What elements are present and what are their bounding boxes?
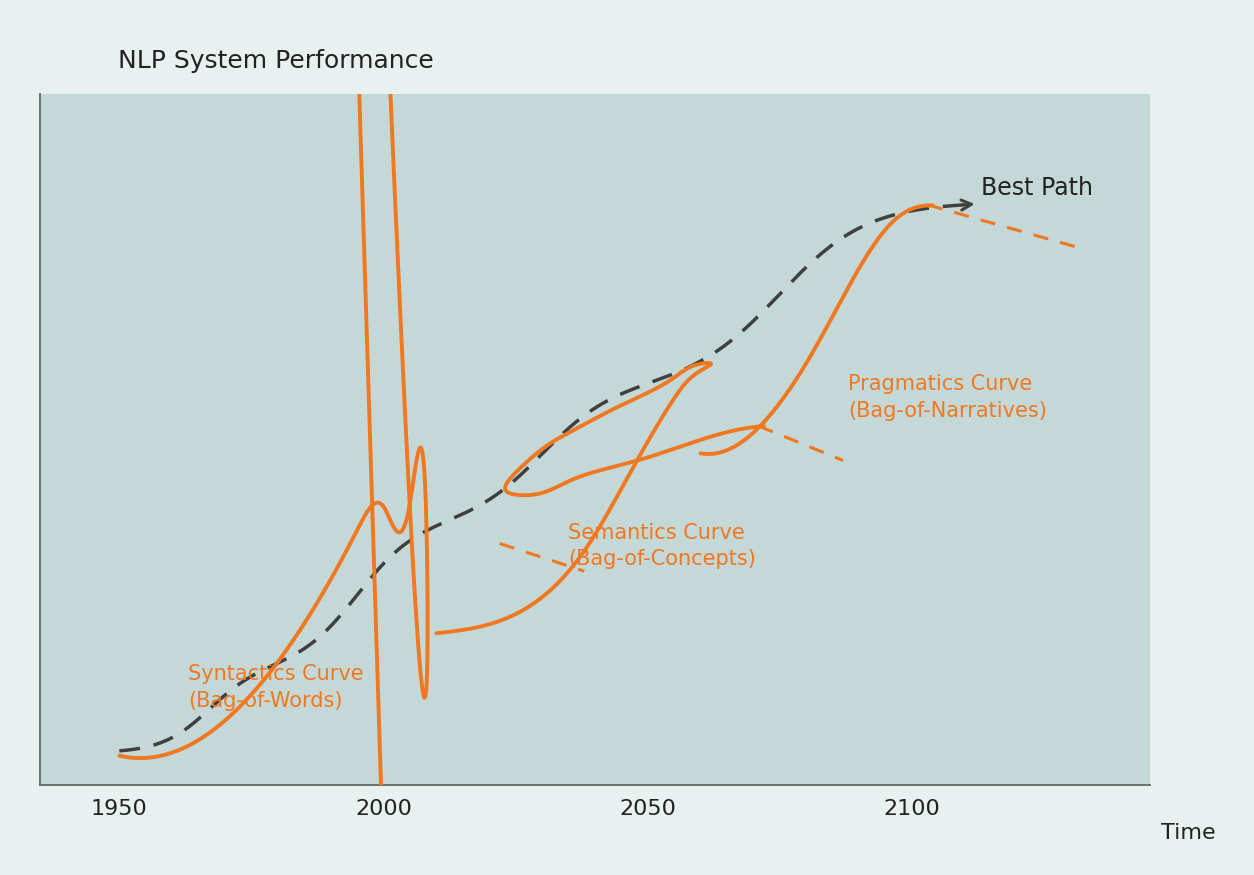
- Text: NLP System Performance: NLP System Performance: [118, 50, 434, 74]
- Text: Semantics Curve
(Bag-of-Concepts): Semantics Curve (Bag-of-Concepts): [568, 522, 756, 569]
- Text: Syntactics Curve
(Bag-of-Words): Syntactics Curve (Bag-of-Words): [188, 664, 364, 710]
- Text: Time: Time: [1161, 823, 1215, 844]
- Text: Pragmatics Curve
(Bag-of-Narratives): Pragmatics Curve (Bag-of-Narratives): [849, 374, 1047, 421]
- Text: Best Path: Best Path: [981, 176, 1092, 200]
